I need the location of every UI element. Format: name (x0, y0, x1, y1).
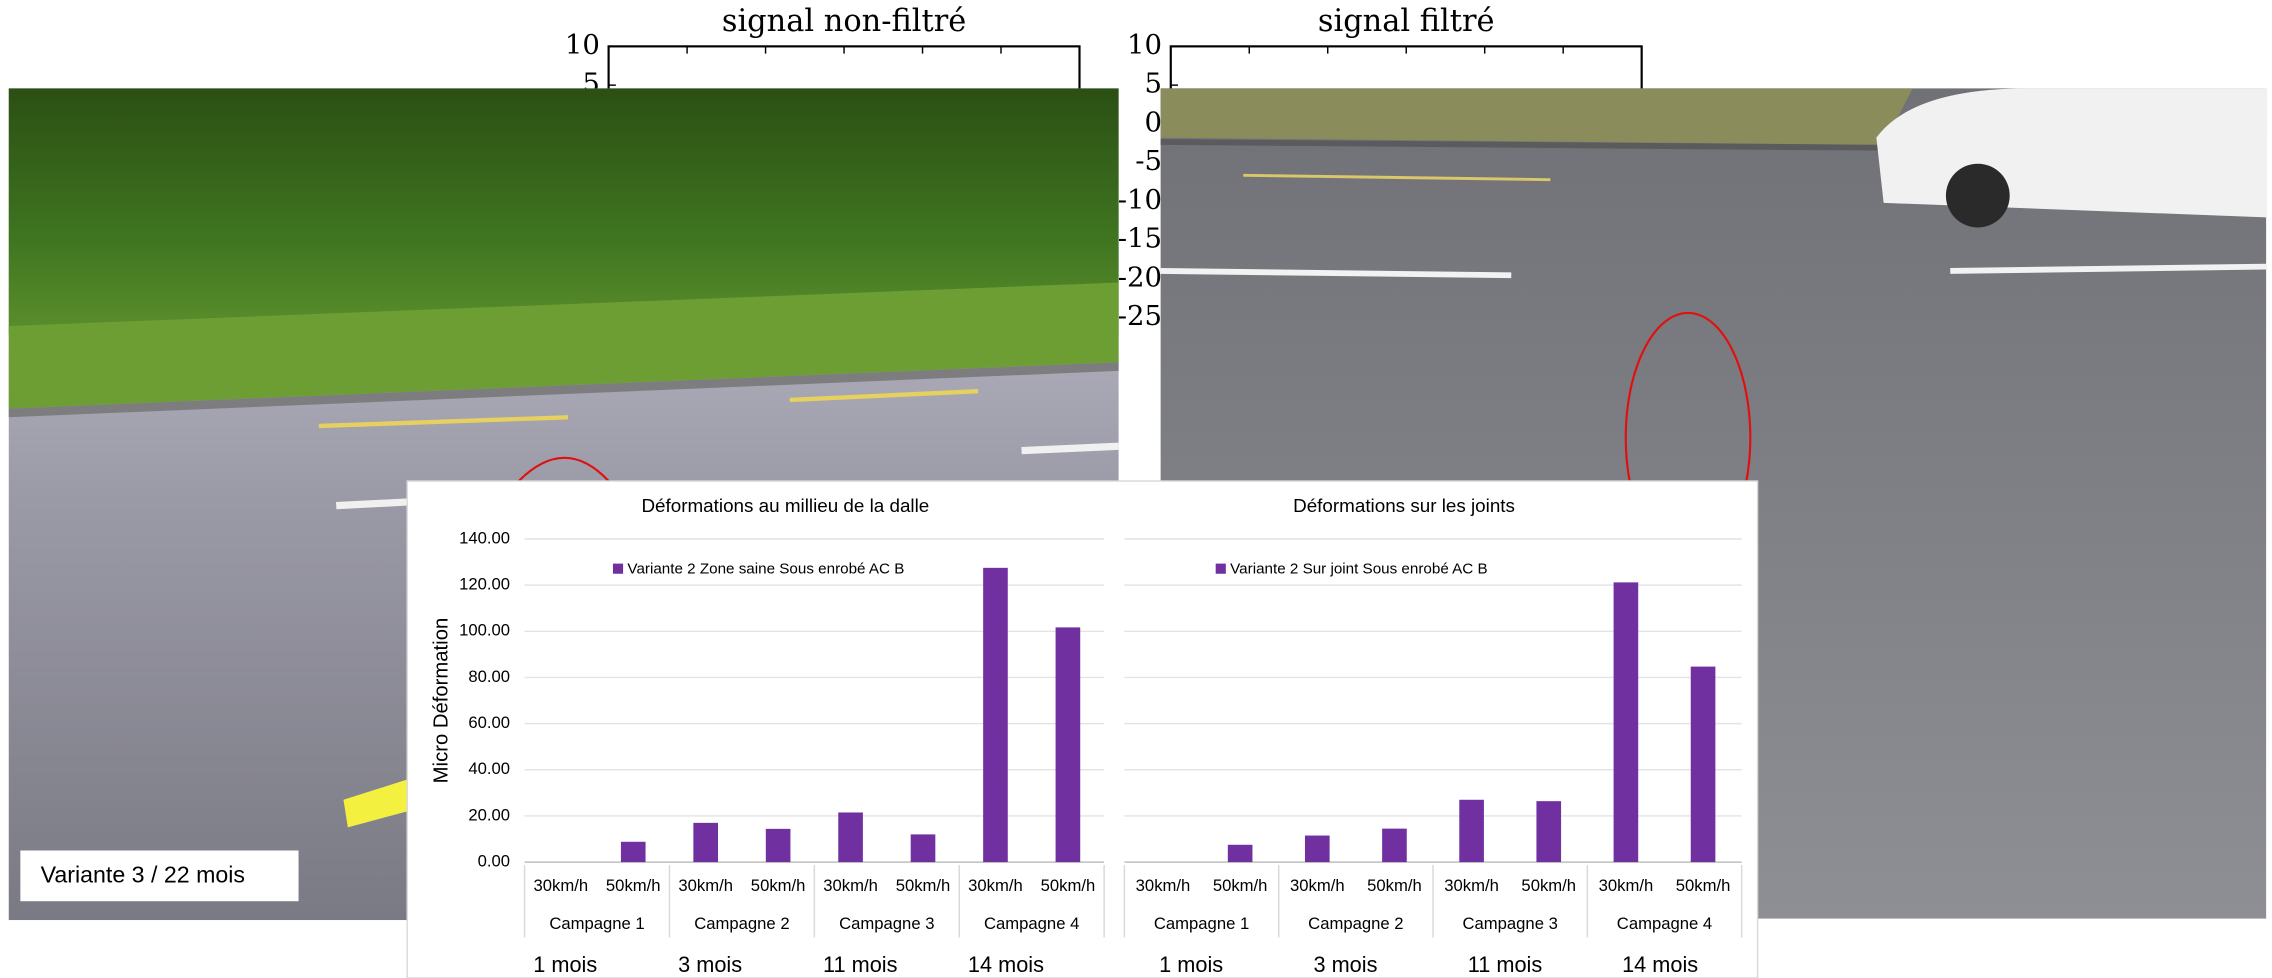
photo-label: Variante 3 / 22 mois (41, 862, 245, 888)
bar (1056, 627, 1081, 862)
y-tick-label: 60.00 (468, 713, 510, 732)
y-tick-label: 5 (1145, 68, 1163, 100)
bar (1614, 582, 1639, 862)
x-tick-label: 30km/h (968, 876, 1023, 895)
y-tick-label: 140.00 (459, 528, 510, 547)
y-tick-label: 10 (1127, 29, 1162, 61)
y-tick-label: -10 (1118, 184, 1162, 216)
legend-label: Variante 2 Zone saine Sous enrobé AC B (627, 560, 904, 577)
group-label: Campagne 3 (839, 914, 934, 933)
bar (911, 834, 936, 862)
bar (983, 568, 1008, 862)
bar (1305, 836, 1330, 863)
x-tick-label: 30km/h (533, 876, 588, 895)
y-axis-title: Micro Déformation (430, 618, 452, 784)
period-label: 1 mois (1159, 952, 1223, 977)
group-label: Campagne 4 (984, 914, 1079, 933)
group-label: Campagne 2 (1308, 914, 1403, 933)
period-label: 1 mois (533, 952, 597, 977)
x-tick-label: 30km/h (1136, 876, 1191, 895)
chart-title: Déformations sur les joints (1293, 495, 1515, 516)
group-label: Campagne 1 (1154, 914, 1249, 933)
chart-panel (407, 481, 1757, 978)
chart-title: Déformations au millieu de la dalle (641, 495, 929, 516)
y-tick-label: 120.00 (459, 575, 510, 594)
y-tick-label: 0 (1145, 106, 1163, 138)
x-tick-label: 50km/h (896, 876, 951, 895)
chart-title: signal non-filtré (722, 4, 966, 39)
slide: signal non-filtré105signal filtré1050-5-… (0, 0, 2272, 978)
x-tick-label: 30km/h (678, 876, 733, 895)
y-tick-label: 40.00 (468, 759, 510, 778)
bar (693, 823, 718, 862)
bar (838, 812, 863, 862)
bar (1382, 829, 1407, 862)
legend-swatch (1216, 564, 1226, 574)
period-label: 14 mois (968, 952, 1044, 977)
period-label: 11 mois (1468, 952, 1543, 977)
x-tick-label: 50km/h (1213, 876, 1268, 895)
group-label: Campagne 4 (1617, 914, 1712, 933)
period-label: 3 mois (1313, 952, 1377, 977)
y-tick-label: -25 (1118, 300, 1162, 332)
bar (1459, 800, 1484, 862)
group-label: Campagne 2 (694, 914, 789, 933)
x-tick-label: 30km/h (1599, 876, 1654, 895)
x-tick-label: 50km/h (1676, 876, 1731, 895)
legend-label: Variante 2 Sur joint Sous enrobé AC B (1230, 560, 1487, 577)
x-tick-label: 30km/h (1444, 876, 1499, 895)
x-tick-label: 30km/h (823, 876, 878, 895)
x-tick-label: 50km/h (1521, 876, 1576, 895)
group-label: Campagne 3 (1462, 914, 1557, 933)
x-tick-label: 30km/h (1290, 876, 1345, 895)
y-tick-label: 100.00 (459, 621, 510, 640)
page: signal non-filtré105signal filtré1050-5-… (0, 0, 2272, 978)
legend-swatch (613, 564, 623, 574)
group-label: Campagne 1 (549, 914, 644, 933)
period-label: 11 mois (823, 952, 898, 977)
y-tick-label: 20.00 (468, 805, 510, 824)
bar (1536, 801, 1561, 862)
period-label: 3 mois (678, 952, 742, 977)
x-tick-label: 50km/h (751, 876, 806, 895)
y-tick-label: 10 (565, 29, 600, 61)
y-tick-label: -5 (1135, 145, 1162, 177)
x-tick-label: 50km/h (606, 876, 661, 895)
y-tick-label: -15 (1118, 223, 1162, 255)
x-tick-label: 50km/h (1367, 876, 1422, 895)
y-tick-label: 0.00 (478, 851, 510, 870)
bar (1691, 667, 1716, 862)
bar (621, 842, 646, 862)
y-tick-label: 80.00 (468, 667, 510, 686)
x-tick-label: 50km/h (1041, 876, 1096, 895)
bar-charts: Déformations au millieu de la dalle Micro… (407, 481, 1757, 978)
y-tick-label: -20 (1118, 261, 1162, 293)
bar (1228, 845, 1253, 862)
bar (766, 829, 791, 862)
period-label: 14 mois (1622, 952, 1698, 977)
chart-title: signal filtré (1318, 4, 1495, 39)
